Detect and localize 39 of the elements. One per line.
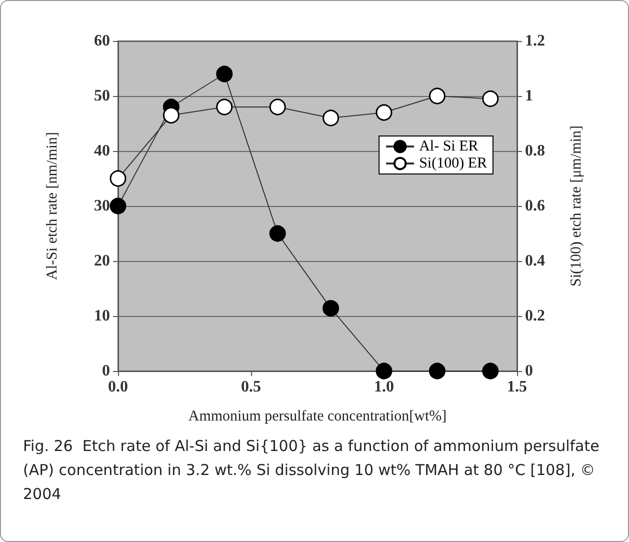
y-tick-label: 30 [94,198,110,214]
point [216,66,233,82]
y-tick-label: 0 [102,362,110,380]
y-axis-title: Al-Si etch rate [nm/min] [44,132,60,280]
legend-label: Al- Si ER [419,138,478,154]
x-tick-label: 0.0 [108,378,128,396]
caption: Fig. 26 Etch rate of Al-Si and Si{100} as a function of ammonium persulfate (AP) concentration in 3.2 wt.% Si dissolving 10 wt% TMAH at 80 °C [108], © 2004 [23,437,604,503]
y-tick-label: 60 [94,32,110,50]
x-axis-title: Ammonium persulfate concentration[wt%] [188,408,447,424]
point [376,362,392,380]
y2-tick-label: 0.4 [525,252,545,270]
point [376,104,392,121]
point [162,107,180,124]
y2-tick-label: 0.8 [525,142,545,160]
point [110,170,126,187]
point [428,362,446,380]
y-tick-label: 20 [94,252,110,270]
y2-tick-label: 0 [525,362,533,380]
x-tick-label: 0.5 [241,378,261,396]
y-tick-label: 50 [94,88,110,104]
y2-tick-label: 1.2 [525,32,545,50]
point [482,90,499,107]
x-tick-label: 1.5 [507,378,527,396]
y-tick-label: 10 [94,308,110,324]
y-tick-label: 40 [94,142,110,160]
point [269,225,286,242]
point [216,98,233,116]
point [482,362,499,380]
y2-tick-label: 0.2 [525,308,545,324]
point [428,88,446,104]
point [322,300,340,317]
x-tick-label: 1.0 [374,378,394,396]
y2-axis-title: Si(100) etch rate [μm/min] [568,126,584,286]
y2-tick-label: 0.6 [525,198,545,214]
y2-tick-label: 1 [525,88,533,104]
legend-label: Si(100) ER [419,156,488,172]
point [322,110,340,126]
point [110,198,126,214]
point [269,98,286,116]
